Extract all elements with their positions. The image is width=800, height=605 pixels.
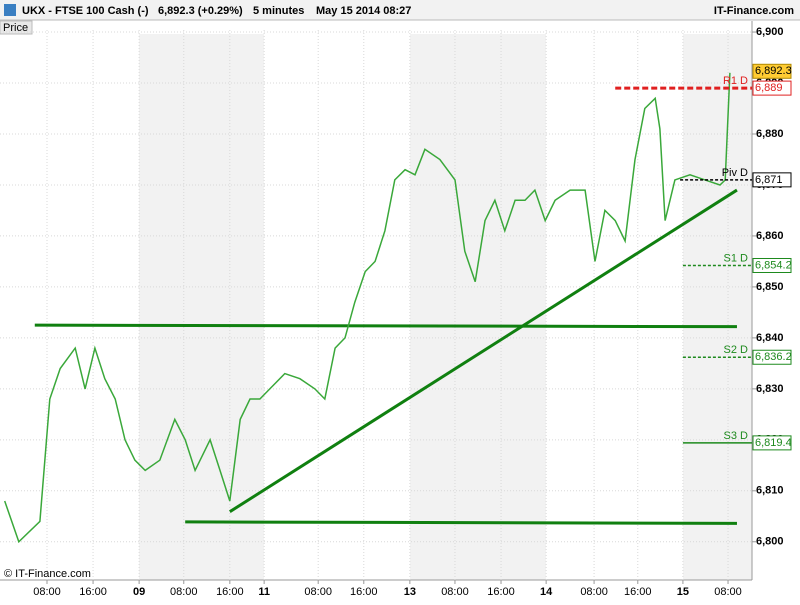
x-tick-label: 08:00 [441, 586, 469, 598]
day-band [410, 34, 546, 580]
level-box [752, 349, 792, 365]
x-tick-label: 09 [133, 586, 145, 598]
trendline [34, 323, 737, 329]
logo-icon [4, 4, 16, 16]
x-tick-label: 16:00 [79, 586, 107, 598]
x-tick-label: 08:00 [33, 586, 61, 598]
panel-tab[interactable] [0, 20, 33, 35]
last-price: 6,892.3 [755, 65, 792, 77]
quote: 6,892.3 (+0.29%) [158, 5, 243, 17]
level-value: 6,871 [755, 174, 783, 186]
header-bar [0, 0, 800, 20]
last-price-box [752, 63, 792, 79]
day-band [683, 34, 752, 580]
datetime: May 15 2014 08:27 [316, 5, 411, 17]
y-tick-label: 6,800 [756, 536, 784, 548]
day-bands [139, 34, 752, 580]
x-tick-label: 16:00 [624, 586, 652, 598]
y-tick-label: 6,860 [756, 230, 784, 242]
level-name: S1 D [724, 252, 749, 264]
y-tick-label: 6,900 [756, 26, 784, 38]
level-value: 6,819.4 [755, 437, 792, 449]
copyright: © IT-Finance.com [4, 568, 91, 580]
x-tick-label: 08:00 [580, 586, 608, 598]
level-value: 6,836.2 [755, 351, 792, 363]
x-tick-label: 16:00 [487, 586, 515, 598]
level-name: S2 D [724, 344, 749, 356]
level-box [752, 172, 792, 188]
y-tick-label: 6,830 [756, 383, 784, 395]
level-name: Piv D [722, 167, 748, 179]
x-tick-label: 16:00 [350, 586, 378, 598]
y-tick-label: 6,810 [756, 485, 784, 497]
trendline [185, 520, 737, 525]
y-tick-label: 6,840 [756, 332, 784, 344]
x-tick-label: 08:00 [170, 586, 198, 598]
interval: 5 minutes [253, 5, 304, 17]
x-tick-label: 14 [540, 586, 553, 598]
level-name: R1 D [723, 75, 748, 87]
day-band [139, 34, 264, 580]
y-tick-label: 6,850 [756, 281, 784, 293]
x-tick-label: 11 [258, 586, 270, 598]
trendline [229, 188, 738, 513]
level-name: S3 D [724, 430, 749, 442]
y-tick-label: 6,880 [756, 128, 784, 140]
symbol: UKX - FTSE 100 Cash (-) [22, 5, 149, 17]
x-tick-label: 08:00 [714, 586, 742, 598]
x-tick-label: 15 [677, 586, 689, 598]
price-line [3, 72, 731, 544]
x-tick-label: 08:00 [304, 586, 332, 598]
level-value: 6,854.2 [755, 259, 792, 271]
level-value: 6,889 [755, 82, 783, 94]
x-tick-label: 13 [404, 586, 416, 598]
panel-label: Price [3, 22, 28, 34]
level-box [752, 80, 792, 96]
level-box [752, 435, 792, 451]
x-tick-label: 16:00 [216, 586, 244, 598]
brand: IT-Finance.com [714, 5, 794, 17]
level-box [752, 257, 792, 273]
